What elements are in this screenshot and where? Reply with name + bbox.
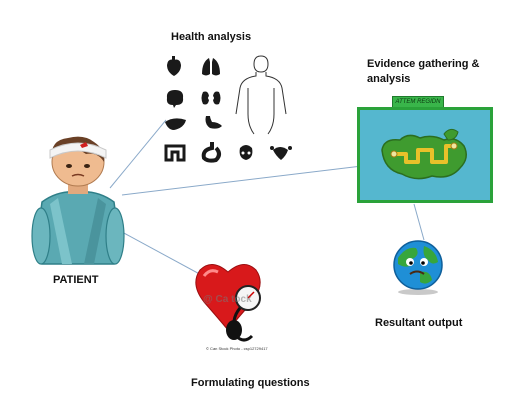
kidneys-icon bbox=[201, 91, 221, 105]
liver-icon bbox=[165, 118, 186, 130]
lungs-icon bbox=[202, 58, 220, 76]
human-body-outline-icon bbox=[235, 55, 287, 135]
connector-patient-to-evidence bbox=[121, 165, 363, 196]
connector-evidence-to-output bbox=[413, 203, 425, 241]
resultant-output-label: Resultant output bbox=[375, 317, 463, 329]
bladder-icon bbox=[239, 145, 253, 160]
connector-patient-to-health bbox=[109, 119, 167, 189]
island-map bbox=[381, 128, 467, 180]
stomach-icon bbox=[205, 116, 222, 129]
brain-icon bbox=[166, 90, 184, 108]
stock-logo-watermark: @ Ca tock bbox=[203, 294, 252, 305]
heart-icon bbox=[167, 56, 181, 76]
evidence-gathering-label: Evidence gathering & bbox=[367, 58, 480, 70]
digestive-icon bbox=[201, 142, 221, 163]
health-analysis-label: Health analysis bbox=[171, 31, 252, 43]
intestine-icon bbox=[164, 144, 186, 162]
patient-label: PATIENT bbox=[53, 274, 99, 286]
uterus-icon bbox=[270, 146, 292, 160]
formulating-questions-label: Formulating questions bbox=[191, 377, 310, 389]
stock-photo-watermark: © Can Stock Photo - csp12729417 bbox=[206, 346, 268, 351]
evidence-gathering-label-line2: analysis bbox=[367, 73, 411, 85]
heart-pressure-gauge-icon bbox=[195, 264, 261, 342]
evidence-map-panel bbox=[357, 107, 493, 203]
globe-icon bbox=[393, 240, 443, 295]
patient-figure bbox=[31, 136, 125, 265]
organ-icon-grid bbox=[164, 56, 292, 163]
